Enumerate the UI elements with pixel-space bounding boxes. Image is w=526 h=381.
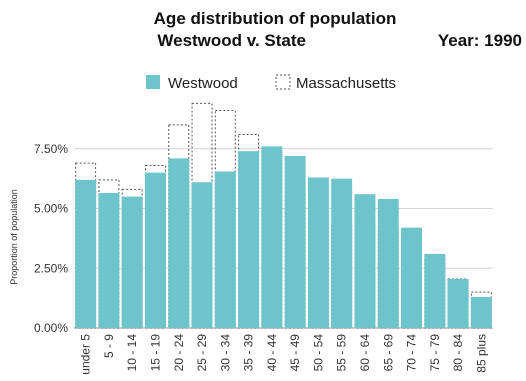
bar-westwood	[261, 146, 283, 328]
x-axis-ticks: under 5 5 - 9 10 - 14 15 - 19 20 - 24 25 - 29…	[79, 334, 489, 375]
bar-westwood	[447, 279, 469, 328]
bar-westwood	[307, 177, 329, 328]
x-tick-label: 5 - 9	[102, 334, 116, 358]
chart-title: Age distribution of population	[154, 9, 397, 28]
chart-year-label: Year: 1990	[438, 31, 522, 50]
x-tick-label: 60 - 64	[358, 334, 372, 372]
y-tick-label: 2.50%	[34, 261, 68, 275]
y-tick-label: 0.00%	[34, 321, 68, 335]
bar-westwood	[144, 172, 166, 328]
x-tick-label: 30 - 34	[218, 334, 232, 372]
x-tick-label: under 5	[79, 334, 93, 375]
bar-massachusetts	[75, 162, 97, 329]
bar-westwood	[214, 171, 236, 328]
chart-subtitle: Westwood v. State	[157, 31, 306, 50]
x-tick-label: 50 - 54	[311, 334, 325, 372]
x-tick-label: 45 - 49	[288, 334, 302, 372]
gridlines	[74, 148, 493, 329]
westwood-bars	[75, 146, 492, 328]
bar-westwood	[238, 151, 260, 328]
legend-label-massachusetts: Massachusetts	[296, 75, 396, 92]
bar-westwood	[191, 182, 213, 328]
x-tick-label: 80 - 84	[451, 334, 465, 372]
bar-westwood	[284, 155, 306, 328]
y-tick-label: 7.50%	[34, 142, 68, 156]
bar-massachusetts	[98, 179, 120, 329]
x-tick-label: 65 - 69	[381, 334, 395, 372]
x-tick-label: 85 plus	[474, 334, 488, 373]
bar-westwood	[424, 253, 446, 328]
x-tick-label: 40 - 44	[265, 334, 279, 372]
bar-westwood	[377, 198, 399, 328]
bar-westwood	[98, 192, 120, 328]
y-axis-label: Proportion of population	[9, 189, 19, 285]
bar-westwood	[168, 158, 190, 328]
bar-westwood	[75, 179, 97, 328]
bar-westwood	[470, 296, 492, 328]
x-tick-label: 35 - 39	[242, 334, 256, 372]
legend-swatch-westwood	[146, 75, 160, 89]
bar-westwood	[401, 227, 423, 328]
x-tick-label: 75 - 79	[428, 334, 442, 372]
x-tick-label: 20 - 24	[172, 334, 186, 372]
x-tick-label: 10 - 14	[125, 334, 139, 372]
y-axis-ticks: 0.00% 2.50% 5.00% 7.50%	[34, 142, 68, 335]
legend-swatch-massachusetts	[275, 74, 291, 90]
x-tick-label: 15 - 19	[148, 334, 162, 372]
legend: Westwood Massachusetts	[146, 74, 396, 92]
x-tick-label: 25 - 29	[195, 334, 209, 372]
y-tick-label: 5.00%	[34, 202, 68, 216]
bar-westwood	[331, 178, 353, 328]
x-tick-label: 55 - 59	[335, 334, 349, 372]
legend-label-westwood: Westwood	[168, 75, 238, 92]
x-tick-label: 70 - 74	[405, 334, 419, 372]
bar-westwood	[121, 196, 143, 328]
bar-westwood	[354, 194, 376, 328]
